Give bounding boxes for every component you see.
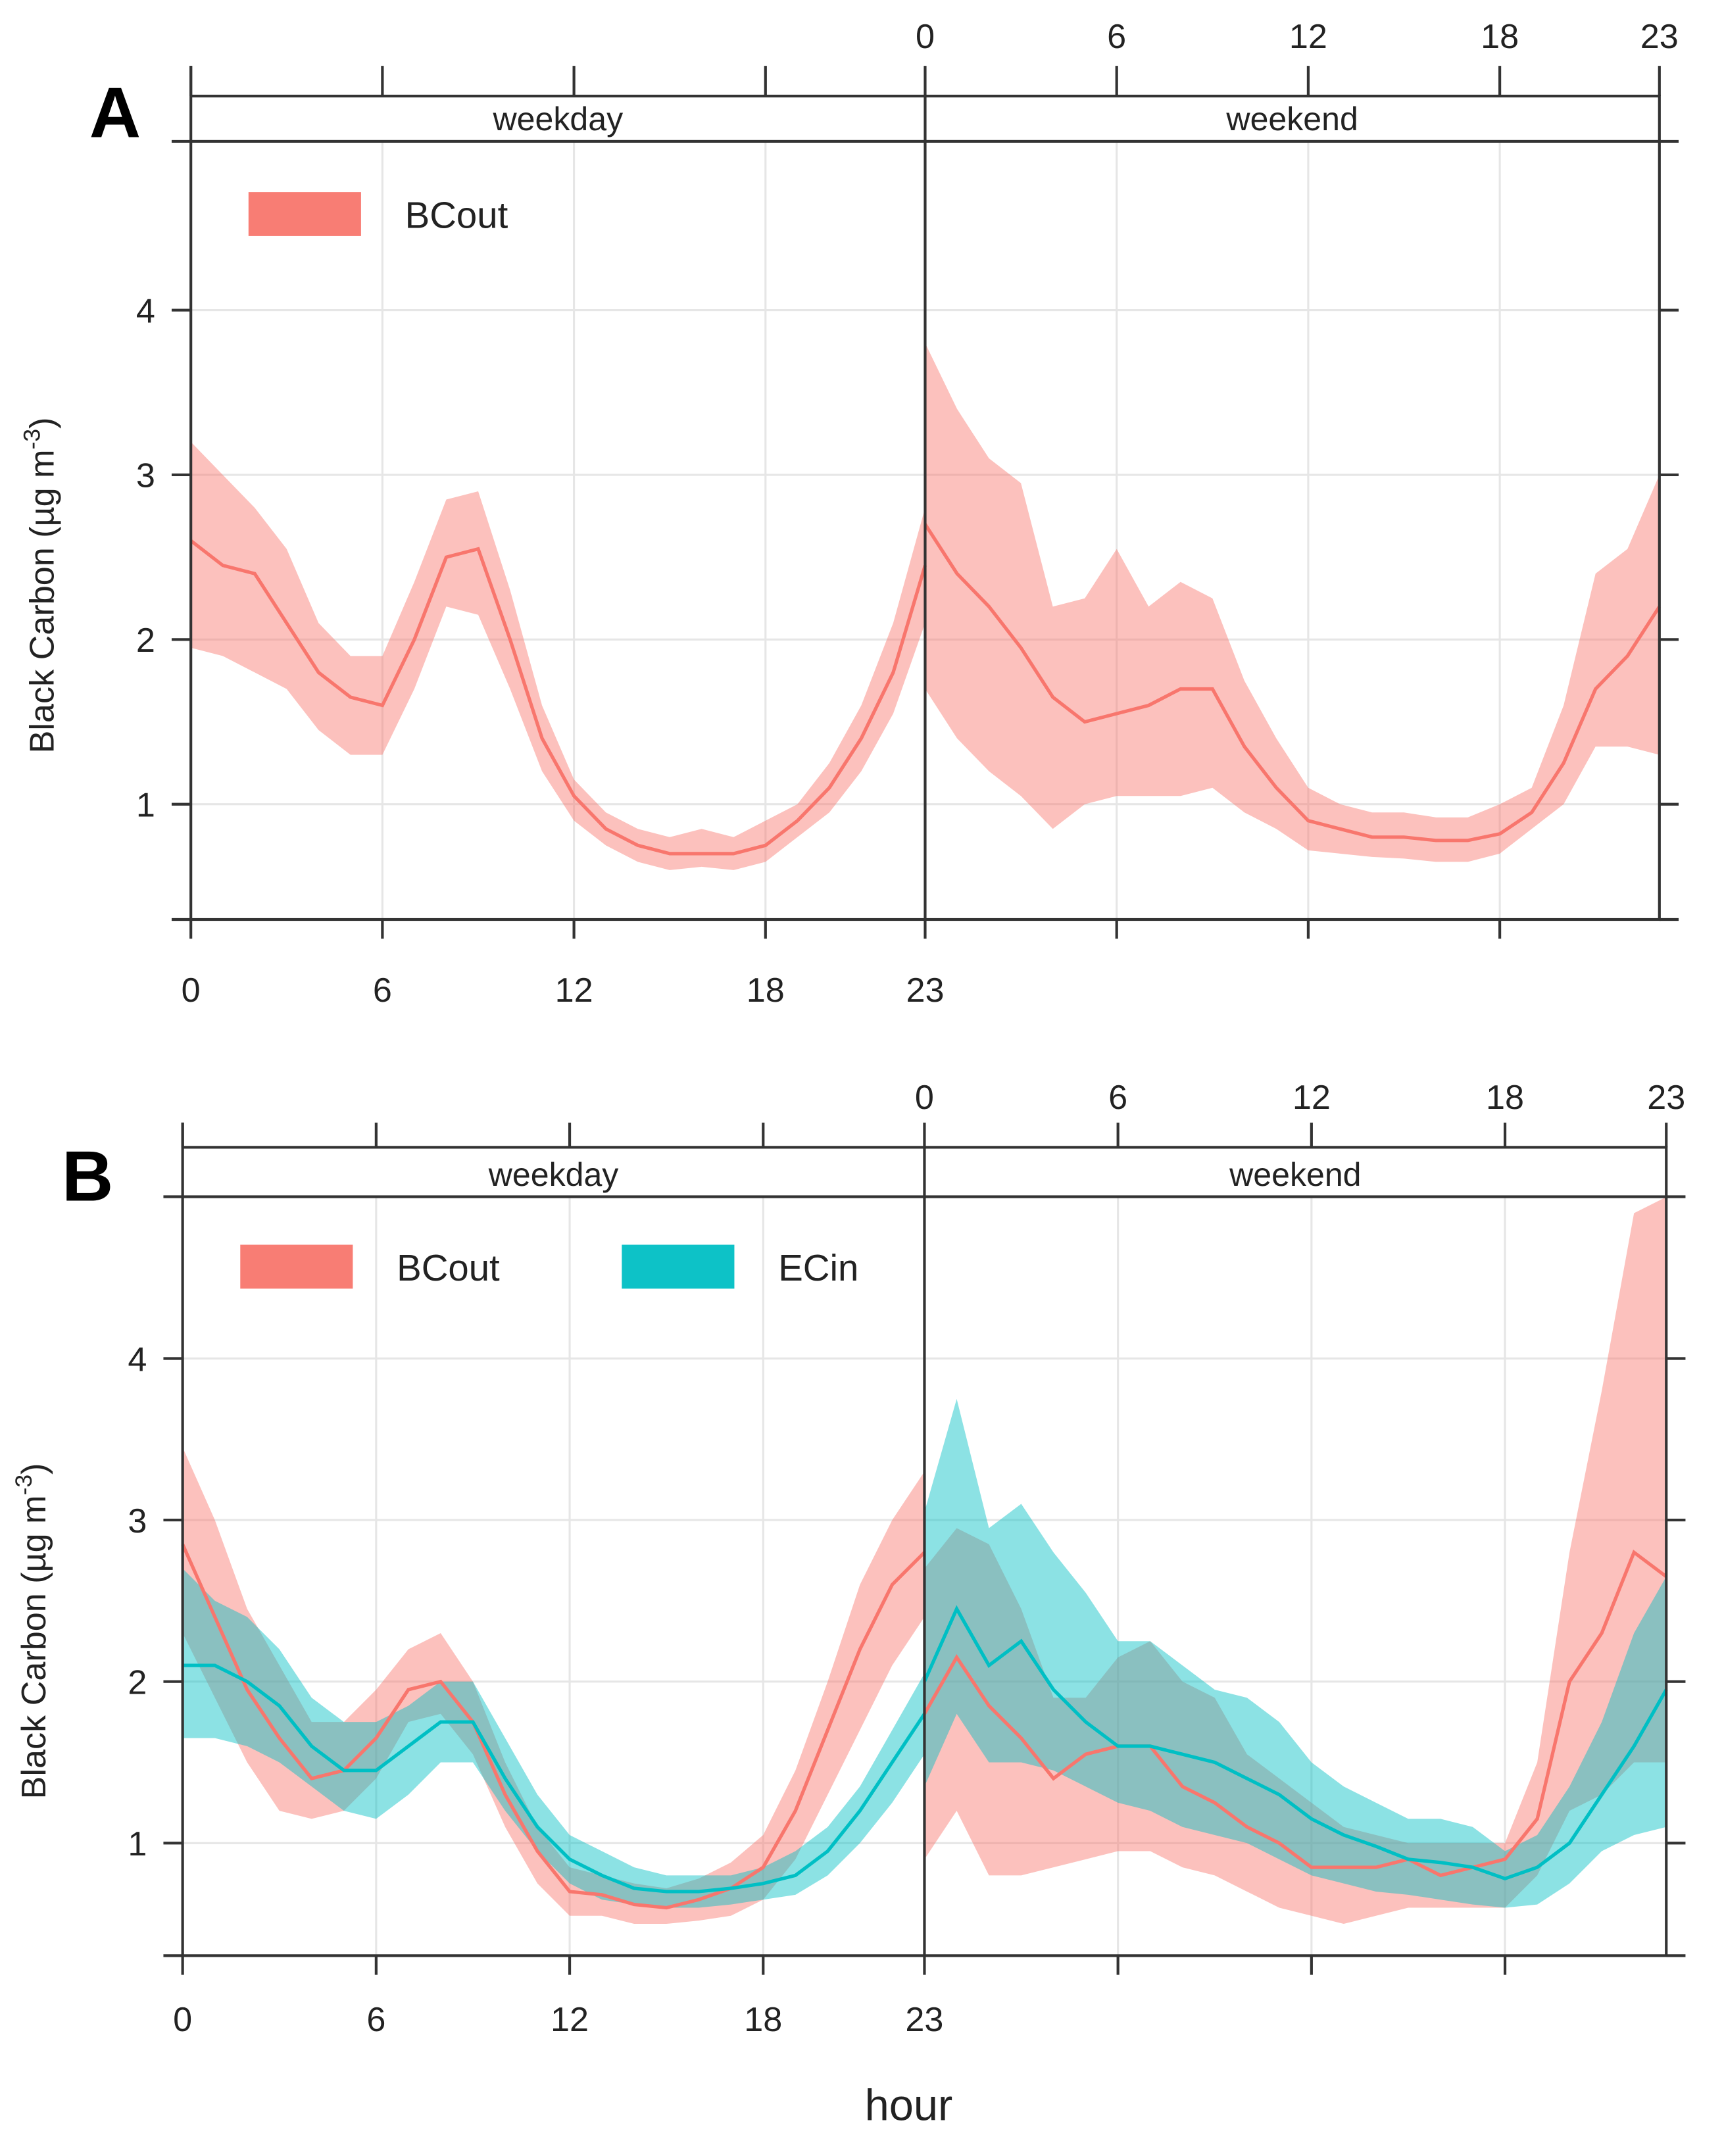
y-tick-label: 4 xyxy=(136,292,155,330)
mean-line-BCout-weekday xyxy=(181,1543,926,1910)
x-tick-label-bottom: 18 xyxy=(744,2001,782,2039)
legend-swatch-BCout xyxy=(240,1244,353,1289)
x-tick-label-top: 23 xyxy=(1647,1079,1685,1117)
y-axis-label: Black Carbon (µg m-3) xyxy=(19,417,62,753)
legend-label-BCout: BCout xyxy=(397,1247,500,1288)
ci-band-ECin-weekday xyxy=(182,1568,925,1908)
y-axis-label-close: ) xyxy=(24,417,62,428)
y-tick-label: 1 xyxy=(136,787,155,825)
x-tick-label-top: 23 xyxy=(1640,18,1679,56)
y-tick-label: 2 xyxy=(128,1663,147,1702)
legend-label-BCout: BCout xyxy=(405,194,508,235)
x-tick-label-bottom: 6 xyxy=(366,2001,385,2039)
strip-label-weekend: weekend xyxy=(1225,101,1358,137)
y-tick-label: 3 xyxy=(128,1502,147,1540)
strip-label-weekday: weekday xyxy=(488,1156,619,1193)
x-tick-label-bottom: 12 xyxy=(551,2001,589,2039)
panel-letter: B xyxy=(62,1137,113,1216)
strip-label-weekday: weekday xyxy=(493,101,624,137)
mean-line-BCout-weekend xyxy=(924,523,1661,843)
strip-label-weekend: weekend xyxy=(1229,1156,1361,1193)
x-tick-label-top: 12 xyxy=(1293,1079,1331,1117)
y-axis-label-main: Black Carbon (µg m xyxy=(15,1495,53,1799)
y-tick-label: 3 xyxy=(136,457,155,495)
x-tick-label-bottom: 23 xyxy=(906,971,944,1010)
y-tick-label: 4 xyxy=(128,1340,147,1379)
x-axis-label: hour xyxy=(865,2082,953,2130)
y-tick-label: 2 xyxy=(136,622,155,660)
legend-swatch-BCout xyxy=(248,192,361,236)
ci-band-ECin-weekend xyxy=(924,1398,1667,1908)
mean-line-ECin-weekend xyxy=(923,1605,1668,1881)
x-tick-label-bottom: 6 xyxy=(373,971,392,1010)
mean-line-ECin-weekday xyxy=(182,1663,926,1894)
x-tick-label-bottom: 12 xyxy=(555,971,593,1010)
x-tick-label-top: 0 xyxy=(915,1079,934,1117)
x-tick-label-top: 12 xyxy=(1289,18,1327,56)
x-tick-label-bottom: 18 xyxy=(747,971,785,1010)
x-tick-label-top: 6 xyxy=(1108,1079,1127,1117)
y-axis-label-main: Black Carbon (µg m xyxy=(24,449,62,753)
x-tick-label-top: 6 xyxy=(1107,18,1126,56)
y-axis-label-sup: -3 xyxy=(19,429,45,450)
legend-label-ECin: ECin xyxy=(778,1247,858,1288)
mean-line-BCout-weekday xyxy=(189,539,927,856)
x-tick-label-top: 18 xyxy=(1481,18,1519,56)
x-tick-label-top: 18 xyxy=(1486,1079,1524,1117)
panel-letter: A xyxy=(89,73,141,153)
ci-band-BCout-weekend xyxy=(925,343,1660,862)
y-axis-label-close: ) xyxy=(15,1463,53,1474)
mean-line-BCout-weekend xyxy=(923,1550,1667,1878)
x-tick-label-top: 0 xyxy=(916,18,935,56)
x-tick-label-bottom: 23 xyxy=(905,2001,943,2039)
y-tick-label: 1 xyxy=(128,1825,147,1863)
x-tick-label-bottom: 0 xyxy=(182,971,201,1010)
y-axis-label-sup: -3 xyxy=(11,1475,37,1496)
x-tick-label-bottom: 0 xyxy=(173,2001,192,2039)
ci-band-BCout-weekday xyxy=(191,441,925,870)
y-axis-label: Black Carbon (µg m-3) xyxy=(11,1463,53,1799)
legend-swatch-ECin xyxy=(622,1244,735,1289)
